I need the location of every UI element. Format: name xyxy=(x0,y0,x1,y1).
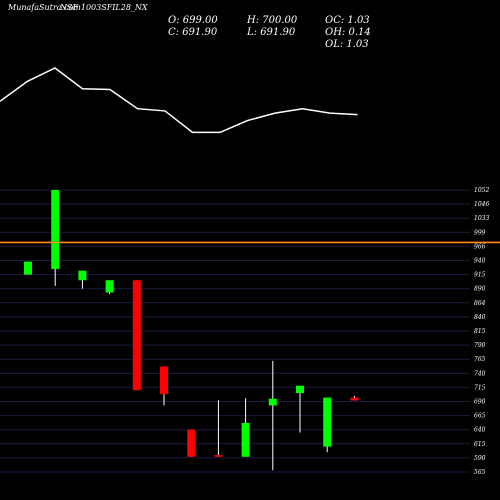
high-value: H: 700.00 xyxy=(247,15,298,26)
y-tick-label: 715 xyxy=(474,384,486,391)
y-tick-label: 790 xyxy=(474,342,486,349)
candle-body xyxy=(132,280,141,391)
low-value: L: 691.90 xyxy=(247,27,296,38)
y-tick-label: 915 xyxy=(474,272,486,279)
open-value: O: 699.00 xyxy=(168,15,218,26)
candle-series xyxy=(24,190,359,471)
symbol-label: NSE 1003SFIL28_NX xyxy=(60,3,148,12)
ol-value: OL: 1.03 xyxy=(325,39,369,50)
y-tick-label: 999 xyxy=(474,229,486,236)
candle-body xyxy=(241,422,250,457)
y-tick-label: 864 xyxy=(474,300,486,307)
volume-line xyxy=(0,67,358,134)
y-tick-label: 890 xyxy=(474,286,486,293)
y-tick-label: 940 xyxy=(474,258,486,265)
y-tick-label: 665 xyxy=(474,413,486,420)
y-tick-label: 1033 xyxy=(474,215,489,222)
close-value: C: 691.90 xyxy=(168,27,218,38)
y-tick-label: 1052 xyxy=(474,187,489,194)
y-tick-label: 815 xyxy=(474,328,486,335)
candle-body xyxy=(350,397,359,401)
y-tick-label: 966 xyxy=(474,243,486,250)
y-tick-label: 640 xyxy=(474,427,486,434)
candle-body xyxy=(78,270,87,281)
candle-body xyxy=(214,455,223,457)
oh-value: OH: 0.14 xyxy=(325,27,371,38)
site-title: MunafaSutra.com xyxy=(8,3,81,12)
y-tick-label: 615 xyxy=(474,441,486,448)
candle-body xyxy=(323,397,332,447)
y-tick-label: 740 xyxy=(474,370,486,377)
candle-body xyxy=(51,190,60,269)
y-tick-label: 590 xyxy=(474,455,486,462)
oc-value: OC: 1.03 xyxy=(325,15,370,26)
candle-body xyxy=(24,261,32,275)
candle-body xyxy=(296,385,304,394)
candle-body xyxy=(268,398,277,406)
y-tick-label: 565 xyxy=(474,469,486,476)
price-axis-ticks: 1052 1046 1033 999 966 940 915 890 864 840 815 790 7… xyxy=(474,187,489,476)
price-grid xyxy=(0,189,470,473)
y-tick-label: 690 xyxy=(474,399,486,406)
candle-body xyxy=(105,280,114,293)
y-tick-label: 765 xyxy=(474,356,486,363)
candle-body xyxy=(160,366,168,395)
candle-body xyxy=(187,429,196,457)
y-tick-label: 840 xyxy=(474,314,486,321)
y-tick-label: 1046 xyxy=(474,201,489,208)
